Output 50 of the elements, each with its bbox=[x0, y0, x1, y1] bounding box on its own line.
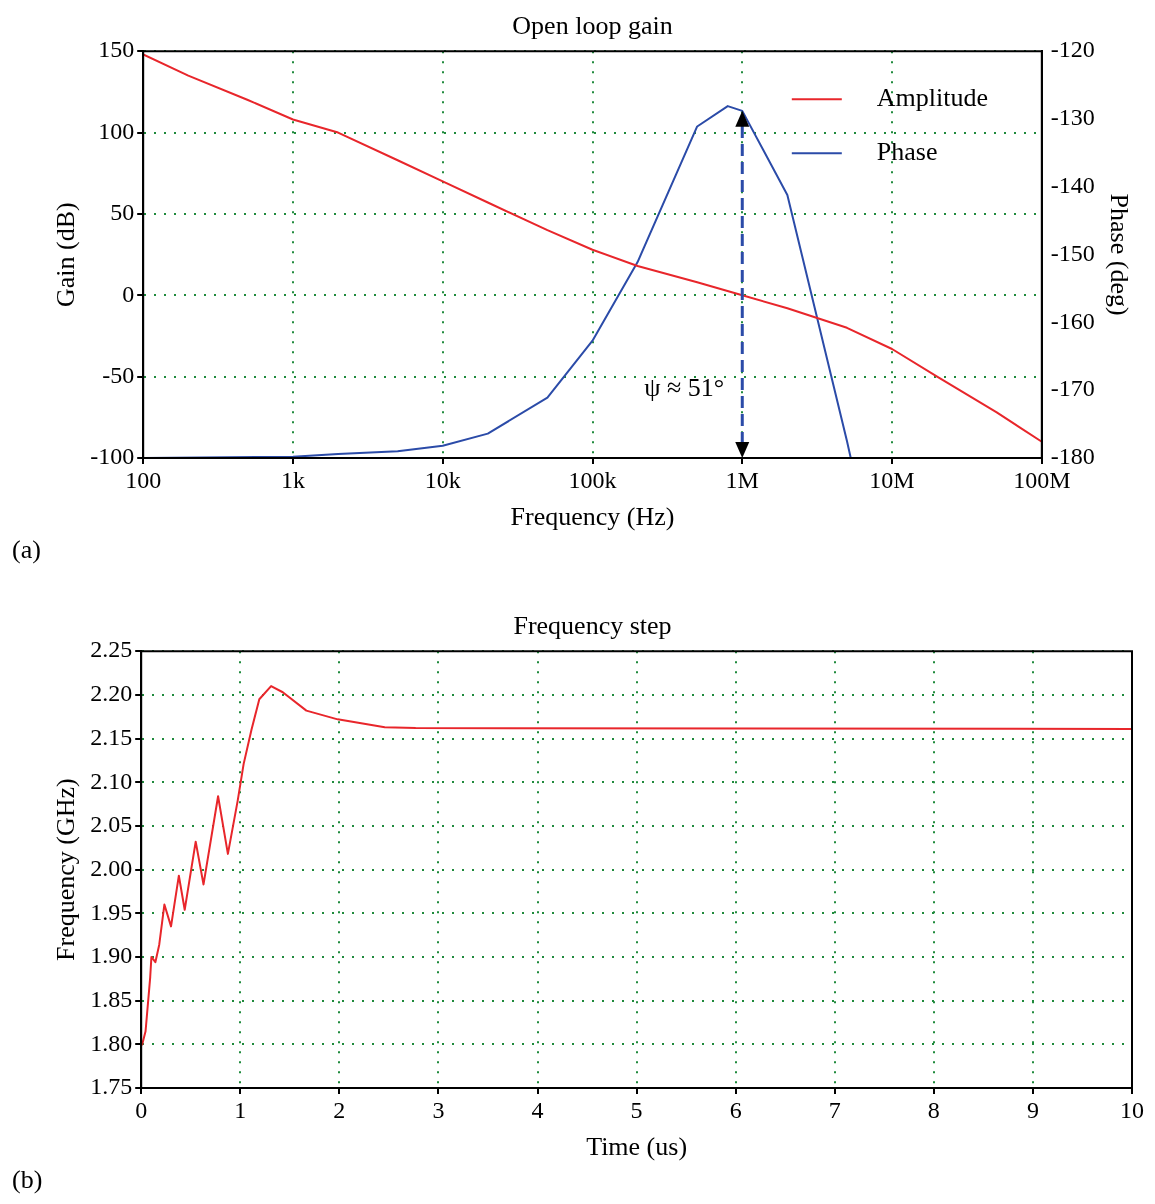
y2-axis-title: Phase (deg) bbox=[1104, 193, 1134, 316]
y-tick-label: 1.85 bbox=[90, 985, 133, 1012]
x-tick-label: 9 bbox=[1026, 1096, 1039, 1123]
x-tick-label: 1k bbox=[280, 466, 305, 493]
x-axis-title: Time (us) bbox=[586, 1132, 688, 1162]
y-tick-label: 0 bbox=[122, 280, 135, 307]
chart-title: Frequency step bbox=[513, 611, 672, 641]
x-tick-label: 3 bbox=[432, 1096, 445, 1123]
x-tick-label: 10k bbox=[424, 466, 461, 493]
annotation: ψ ≈ 51° bbox=[644, 372, 725, 402]
x-tick-label: 100k bbox=[568, 466, 617, 493]
y-tick-label: 2.00 bbox=[90, 854, 133, 881]
x-tick-label: 5 bbox=[630, 1096, 643, 1123]
x-tick-label: 7 bbox=[828, 1096, 841, 1123]
y-tick-label: 150 bbox=[98, 36, 135, 63]
y-tick-label: 2.10 bbox=[90, 767, 133, 794]
y2-tick-label: -170 bbox=[1050, 375, 1095, 402]
y-axis-title: Frequency (GHz) bbox=[51, 778, 81, 961]
y-axis-title: Gain (dB) bbox=[51, 202, 81, 307]
y-tick-label: 2.20 bbox=[90, 680, 133, 707]
y-tick-label: 2.25 bbox=[90, 636, 133, 663]
x-tick-label: 2 bbox=[333, 1096, 346, 1123]
y-tick-label: 1.80 bbox=[90, 1029, 133, 1056]
y-tick-label: -50 bbox=[102, 361, 135, 388]
x-tick-label: 10 bbox=[1120, 1096, 1144, 1123]
y-tick-label: -100 bbox=[90, 443, 135, 470]
legend-label: Phase bbox=[876, 137, 938, 167]
y-tick-label: 2.05 bbox=[90, 811, 133, 838]
x-axis-title: Frequency (Hz) bbox=[510, 502, 675, 532]
y2-tick-label: -150 bbox=[1050, 239, 1095, 266]
y-tick-label: 2.15 bbox=[90, 723, 133, 750]
x-tick-label: 1 bbox=[234, 1096, 247, 1123]
x-tick-label: 4 bbox=[531, 1096, 544, 1123]
y2-tick-label: -160 bbox=[1050, 307, 1095, 334]
x-tick-label: 10M bbox=[869, 466, 915, 493]
text: (b) bbox=[12, 1164, 43, 1194]
x-tick-label: 8 bbox=[927, 1096, 940, 1123]
y-tick-label: 1.90 bbox=[90, 942, 133, 969]
x-tick-label: 6 bbox=[729, 1096, 742, 1123]
y2-tick-label: -120 bbox=[1050, 36, 1095, 63]
y-tick-label: 1.95 bbox=[90, 898, 133, 925]
chart-title: Open loop gain bbox=[512, 11, 673, 41]
y-tick-label: 100 bbox=[98, 117, 135, 144]
legend-label: Amplitude bbox=[876, 83, 989, 113]
y2-tick-label: -140 bbox=[1050, 172, 1095, 199]
text: (a) bbox=[12, 534, 41, 564]
y2-tick-label: -130 bbox=[1050, 104, 1095, 131]
y-tick-label: 1.75 bbox=[90, 1073, 133, 1100]
y-tick-label: 50 bbox=[110, 199, 135, 226]
x-tick-label: 1M bbox=[725, 466, 759, 493]
